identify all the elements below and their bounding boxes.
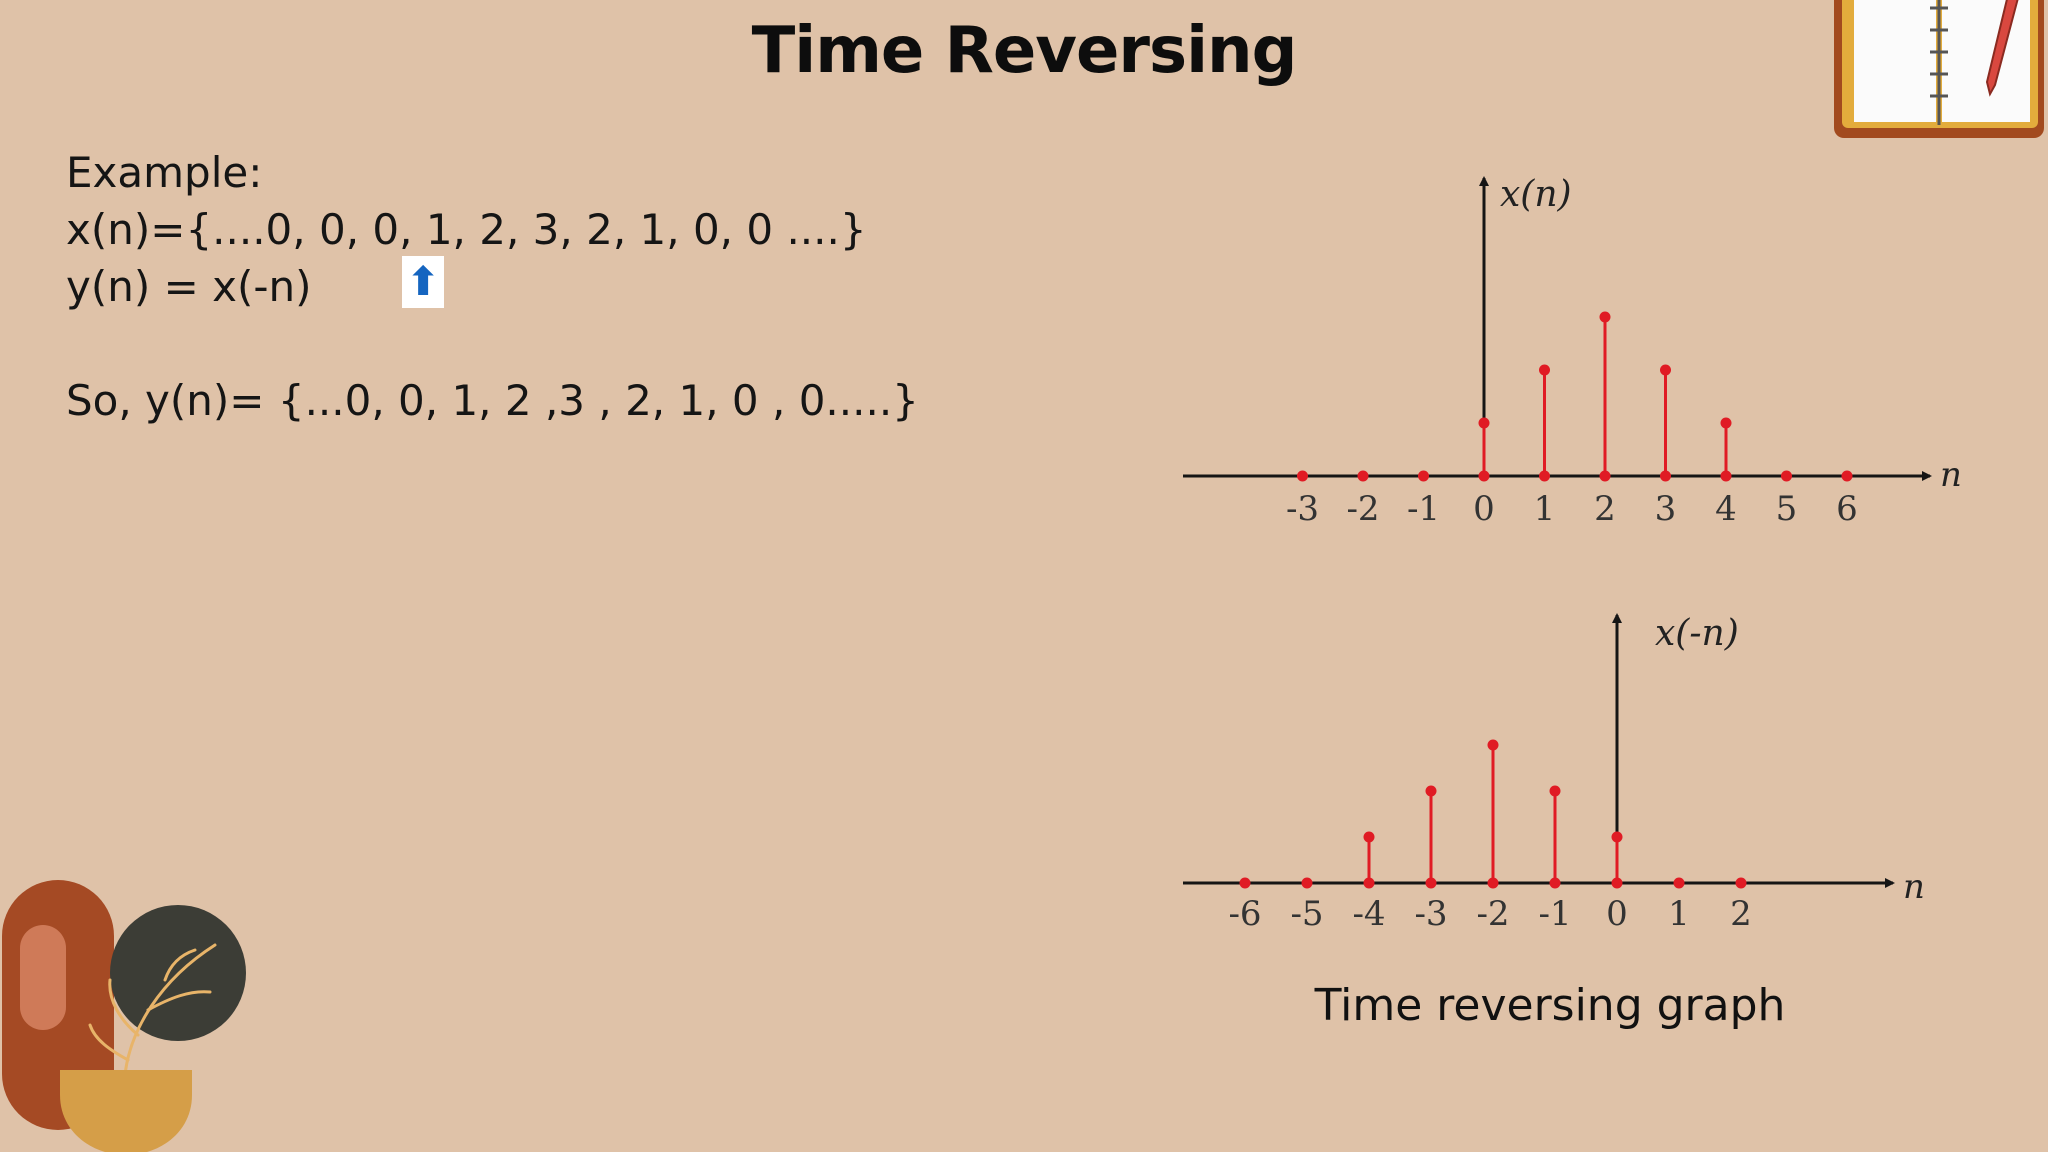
baseline-point	[1735, 877, 1747, 889]
stem-point	[1425, 785, 1437, 797]
result-sequence: So, y(n)= {...0, 0, 1, 2 ,3 , 2, 1, 0 , …	[66, 376, 919, 425]
chart-x-of-n: x(n) n -3 -2 -1 0 1 2 3 4 5 6	[1183, 174, 1962, 529]
plant-decoration-icon	[2, 880, 246, 1152]
tick-label: -1	[1407, 489, 1440, 529]
baseline-point	[1781, 470, 1792, 482]
slide-title: Time Reversing	[751, 14, 1298, 88]
stem-point	[1539, 364, 1550, 376]
graph-caption: Time reversing graph	[1314, 980, 1786, 1031]
example-label: Example:	[66, 148, 263, 197]
example-text: Example: x(n)={....0, 0, 0, 1, 2, 3, 2, …	[66, 144, 919, 429]
tick-label: 2	[1594, 489, 1616, 529]
tick-label: 6	[1836, 489, 1858, 529]
baseline-point	[1239, 877, 1251, 889]
stem-point	[1363, 831, 1375, 843]
notebook-icon	[1834, 0, 2044, 138]
tick-label: 2	[1730, 894, 1752, 934]
baseline-point	[1539, 470, 1550, 482]
tick-label: -1	[1538, 894, 1571, 934]
stem-point	[1720, 417, 1732, 429]
tick-label: 1	[1668, 894, 1690, 934]
tick-label: 3	[1655, 489, 1677, 529]
baseline-point	[1611, 877, 1623, 889]
baseline-point	[1425, 877, 1437, 889]
baseline-point	[1418, 470, 1429, 482]
reversal-equation: y(n) = x(-n)	[66, 262, 312, 311]
tick-label: -2	[1346, 489, 1379, 529]
baseline-point	[1357, 470, 1369, 482]
origin-arrow-icon: ⬆	[402, 256, 444, 308]
tick-label: 0	[1473, 489, 1495, 529]
stem-point	[1611, 831, 1623, 843]
baseline-point	[1660, 470, 1671, 482]
stem-point	[1599, 311, 1611, 323]
baseline-point	[1301, 877, 1313, 889]
baseline-point	[1841, 470, 1853, 482]
baseline-point	[1363, 877, 1375, 889]
baseline-point	[1549, 877, 1561, 889]
baseline-point	[1478, 470, 1490, 482]
x-axis-label: n	[1903, 867, 1925, 907]
baseline-point	[1599, 470, 1611, 482]
tick-label: -4	[1352, 894, 1385, 934]
baseline-point	[1487, 877, 1499, 889]
chart-x-of-minus-n: x(-n) n -6 -5 -4 -3 -2 -1 0 1 2	[1183, 613, 1925, 934]
tick-label: 0	[1606, 894, 1628, 934]
baseline-point	[1673, 877, 1685, 889]
baseline-point	[1720, 470, 1732, 482]
stem-point	[1660, 364, 1671, 376]
tick-label: -5	[1290, 894, 1323, 934]
y-axis-label: x(-n)	[1655, 613, 1739, 654]
tick-label: 5	[1776, 489, 1798, 529]
stem-point	[1549, 785, 1561, 797]
y-axis-label: x(n)	[1500, 174, 1572, 215]
tick-label: -6	[1228, 894, 1261, 934]
stem-point	[1487, 739, 1499, 751]
tick-label: 4	[1715, 489, 1737, 529]
x-axis-label: n	[1940, 455, 1962, 495]
tick-label: -3	[1414, 894, 1447, 934]
signal-definition: x(n)={....0, 0, 0, 1, 2, 3, 2, 1, 0, 0 .…	[66, 205, 867, 254]
tick-label: 1	[1534, 489, 1556, 529]
baseline-point	[1297, 470, 1308, 482]
tick-label: -2	[1476, 894, 1509, 934]
stem-point	[1478, 417, 1490, 429]
tick-label: -3	[1286, 489, 1319, 529]
